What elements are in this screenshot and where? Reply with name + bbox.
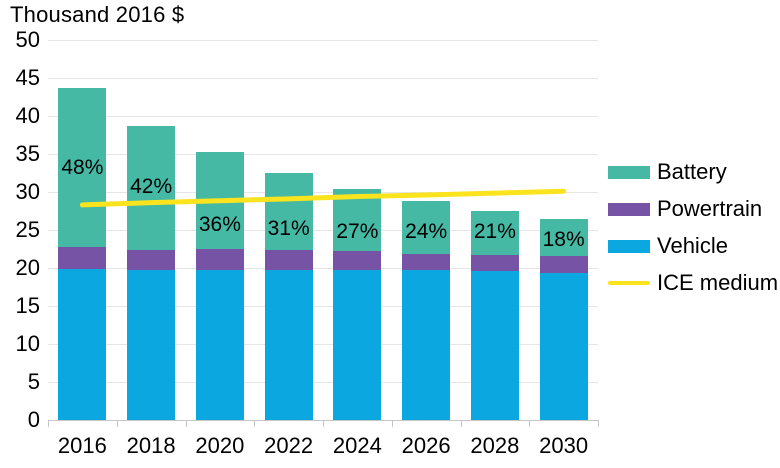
x-tick-label-2028: 2028 [470,433,520,458]
gridline-45 [48,78,598,79]
bar-segment-battery-2028 [470,211,519,256]
battery-swatch-icon [608,165,650,179]
bar-segment-vehicle-2030 [539,272,588,420]
legend-item-battery: Battery [608,159,778,185]
bar-segment-vehicle-2026 [402,270,451,420]
bar-segment-battery-2026 [402,201,451,254]
y-tick-label: 0 [27,407,40,432]
bar-segment-powertrain-2016 [58,247,107,269]
gridline-50 [48,40,598,41]
bar-segment-powertrain-2018 [127,249,176,270]
y-tick-label: 50 [15,27,40,52]
x-tick-label-2030: 2030 [539,433,589,458]
battery-percent-label-2028: 21% [473,219,516,243]
x-axis-tick [116,421,118,427]
x-axis-tick [460,421,462,427]
vehicle-swatch-icon [608,239,650,253]
battery-percent-label-2018: 42% [130,174,173,198]
bar-segment-vehicle-2028 [470,271,519,420]
bar-segment-vehicle-2018 [127,269,176,420]
x-axis-tick [391,421,393,427]
y-tick-label: 20 [15,255,40,280]
legend-label: Battery [657,159,727,184]
bar-segment-powertrain-2022 [264,249,313,270]
x-axis-tick [323,421,324,427]
legend-item-ice-medium: ICE medium [608,270,778,296]
gridline-15 [48,306,598,307]
battery-percent-label-2020: 36% [198,212,241,236]
legend-item-vehicle: Vehicle [608,233,778,259]
bar-segment-vehicle-2016 [58,268,107,420]
legend-label: Vehicle [657,233,728,258]
battery-percent-label-2030: 18% [542,227,585,251]
chart-title: Thousand 2016 $ [10,2,185,27]
x-axis-tick [254,421,256,427]
legend-item-powertrain: Powertrain [608,196,778,222]
bar-segment-powertrain-2020 [195,249,244,270]
x-tick-label-2024: 2024 [332,433,382,458]
y-tick-label: 5 [27,369,40,394]
y-tick-label: 25 [15,217,40,242]
bar-segment-powertrain-2030 [539,255,588,273]
x-axis-line [48,420,599,421]
x-tick-label-2016: 2016 [57,433,107,458]
gridline-35 [48,154,598,155]
battery-percent-label-2022: 31% [267,217,310,241]
gridline-40 [48,116,598,117]
ice-medium-swatch-icon [608,281,650,285]
x-axis-tick [48,421,49,427]
y-tick-label: 15 [15,293,40,318]
y-tick-label: 40 [15,103,40,128]
x-tick-label-2026: 2026 [401,433,451,458]
x-tick-label-2018: 2018 [126,433,176,458]
x-tick-label-2022: 2022 [264,433,314,458]
y-tick-label: 30 [15,179,40,204]
battery-percent-label-2026: 24% [405,219,448,243]
bar-segment-powertrain-2028 [470,255,519,272]
gridline-10 [48,344,598,345]
x-axis-tick [529,421,531,427]
legend: Battery Powertrain Vehicle ICE medium [608,159,778,307]
bar-segment-vehicle-2022 [264,269,313,420]
x-axis-tick [598,421,599,427]
bar-segment-battery-2022 [264,173,313,250]
x-axis-tick [185,421,187,427]
battery-percent-label-2016: 48% [61,155,104,179]
gridline-5 [48,382,598,383]
bar-segment-vehicle-2024 [333,270,382,420]
bar-segment-powertrain-2026 [402,253,451,271]
battery-percent-label-2024: 27% [336,219,379,243]
y-tick-label: 35 [15,141,40,166]
bar-segment-battery-2016 [58,87,107,248]
bar-segment-vehicle-2020 [195,269,244,420]
powertrain-swatch-icon [608,202,650,216]
gridline-25 [48,230,598,231]
y-tick-label: 10 [15,331,40,356]
bar-segment-battery-2018 [127,125,176,250]
legend-label: Powertrain [657,196,763,221]
legend-label: ICE medium [657,270,779,295]
bar-segment-battery-2030 [539,219,588,256]
y-tick-label: 45 [15,65,40,90]
x-tick-label-2020: 2020 [195,433,245,458]
gridline-20 [48,268,598,269]
bar-segment-powertrain-2024 [333,251,382,271]
